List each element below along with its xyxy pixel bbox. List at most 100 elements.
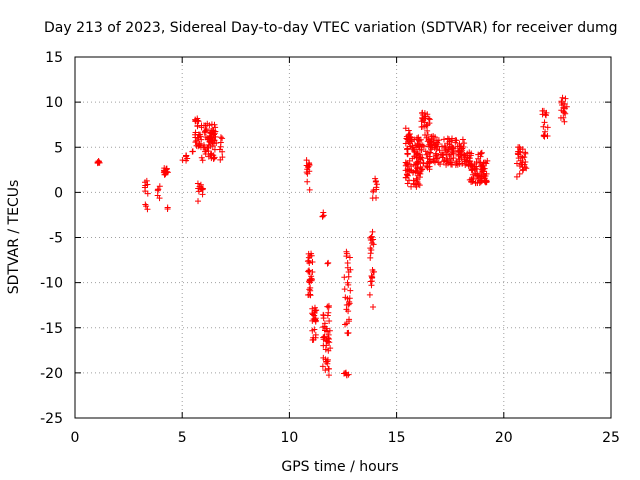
data-point <box>195 198 202 205</box>
data-point <box>310 334 317 341</box>
data-point <box>202 127 209 134</box>
data-point <box>346 298 353 305</box>
data-point <box>94 159 101 166</box>
data-point <box>562 95 569 102</box>
data-point <box>477 179 484 186</box>
data-point <box>325 365 332 372</box>
data-point <box>456 143 463 150</box>
data-point <box>368 282 375 289</box>
data-point <box>422 115 429 122</box>
data-point <box>369 228 376 235</box>
data-point <box>417 154 424 161</box>
data-point <box>443 155 450 162</box>
data-point <box>430 139 437 146</box>
data-point <box>558 98 565 105</box>
data-point <box>201 128 208 135</box>
data-point <box>212 124 219 131</box>
data-point <box>370 187 377 194</box>
data-point <box>519 159 526 166</box>
data-point <box>423 162 430 169</box>
data-point <box>306 278 313 285</box>
data-point <box>561 100 568 107</box>
data-point <box>189 148 196 155</box>
x-tick-label: 25 <box>602 430 620 446</box>
x-tick-label: 20 <box>495 430 513 446</box>
data-point <box>306 286 313 293</box>
data-point <box>478 168 485 175</box>
data-point <box>195 143 202 150</box>
data-point <box>404 161 411 168</box>
data-point <box>217 134 224 141</box>
x-axis-label: GPS time / hours <box>281 459 398 475</box>
data-point <box>200 122 207 129</box>
data-point <box>324 260 331 267</box>
data-point <box>472 180 479 187</box>
data-point <box>306 186 313 193</box>
x-tick-label: 15 <box>388 430 406 446</box>
data-point <box>306 268 313 275</box>
data-point <box>513 173 520 180</box>
data-point <box>211 137 218 144</box>
data-point <box>419 166 426 173</box>
data-point <box>476 159 483 166</box>
data-point <box>442 145 449 152</box>
data-point <box>426 116 433 123</box>
data-point <box>417 136 424 143</box>
data-point <box>195 188 202 195</box>
data-point <box>325 304 332 311</box>
data-point <box>419 154 426 161</box>
data-point <box>369 274 376 281</box>
data-point <box>345 268 352 275</box>
data-point <box>144 206 151 213</box>
data-point <box>419 114 426 121</box>
data-point <box>217 143 224 150</box>
data-point <box>416 182 423 189</box>
data-point <box>320 342 327 349</box>
data-point <box>184 155 191 162</box>
data-point <box>192 131 199 138</box>
data-point <box>430 133 437 140</box>
data-point <box>407 136 414 143</box>
x-tick-label: 0 <box>71 430 80 446</box>
data-point <box>477 159 484 166</box>
data-point <box>448 143 455 150</box>
data-point <box>513 160 520 167</box>
data-point <box>322 367 329 374</box>
data-point <box>411 147 418 154</box>
data-point <box>514 148 521 155</box>
data-point <box>346 254 353 261</box>
data-point <box>459 147 466 154</box>
data-point <box>368 273 375 280</box>
data-point <box>324 360 331 367</box>
data-point <box>436 147 443 154</box>
data-point <box>308 273 315 280</box>
data-point <box>423 151 430 158</box>
data-point <box>424 121 431 128</box>
data-point <box>341 274 348 281</box>
data-point <box>164 204 171 211</box>
data-point <box>306 160 313 167</box>
data-point <box>345 308 352 315</box>
data-point <box>344 279 351 286</box>
data-point <box>478 150 485 157</box>
data-point <box>370 269 377 276</box>
data-point <box>418 146 425 153</box>
data-point <box>424 127 431 134</box>
data-point <box>520 166 527 173</box>
data-point <box>219 135 226 142</box>
y-tick-label: -25 <box>40 411 63 427</box>
data-point <box>323 337 330 344</box>
data-point <box>179 157 186 164</box>
data-point <box>142 201 149 208</box>
data-point <box>341 286 348 293</box>
data-point <box>346 295 353 302</box>
data-point <box>484 157 491 164</box>
data-point <box>373 181 380 188</box>
data-point <box>325 259 332 266</box>
data-point <box>540 132 547 139</box>
data-point <box>413 135 420 142</box>
data-point <box>309 327 316 334</box>
grid-lines <box>75 57 611 418</box>
y-tick-label: -20 <box>40 366 63 382</box>
data-point <box>373 184 380 191</box>
